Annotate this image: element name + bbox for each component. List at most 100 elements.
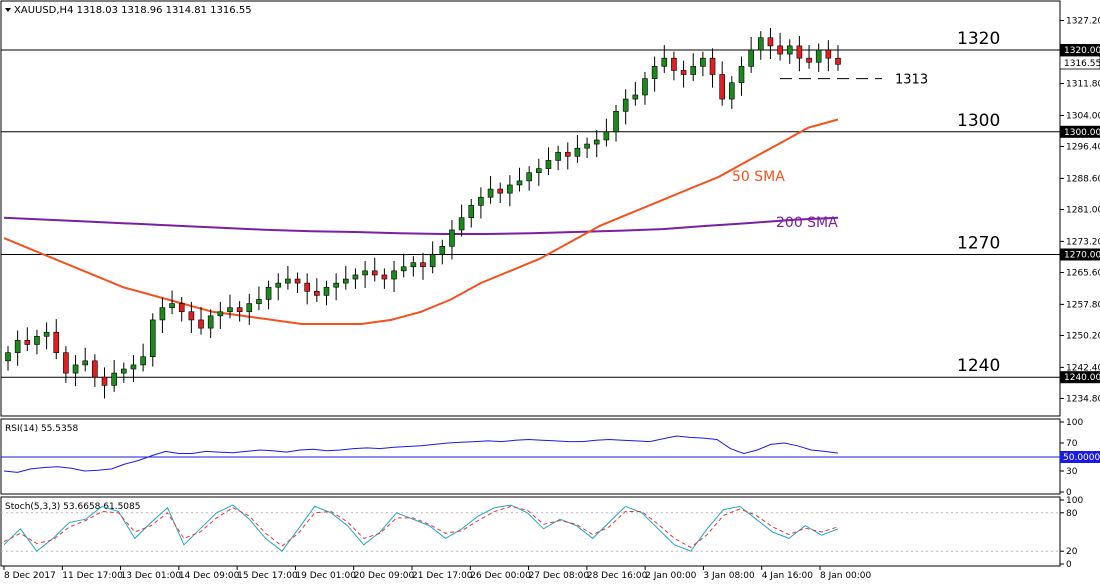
candle-body — [613, 111, 619, 133]
candle-body — [555, 151, 561, 161]
candle-body — [92, 360, 98, 378]
price-tick-label: 1327.20 — [1066, 17, 1100, 27]
price-tick-label: 1242.40 — [1066, 363, 1100, 373]
candle-body — [256, 299, 262, 304]
candle-body — [574, 147, 581, 157]
candle-body — [507, 184, 513, 194]
candle-body — [34, 335, 40, 345]
candle-body — [487, 188, 494, 198]
price-tick-label: 1234.80 — [1066, 394, 1100, 404]
rsi-tick-label: 70 — [1066, 439, 1078, 449]
price-tick-label: 1257.80 — [1066, 300, 1100, 310]
candle-body — [342, 278, 349, 284]
candle-body — [265, 286, 272, 300]
candle-body — [236, 307, 243, 313]
level-badge-bg — [1060, 371, 1100, 384]
time-tick-label: 8 Jan 00:00 — [820, 571, 872, 581]
candle-body — [314, 290, 320, 296]
candle-body — [275, 282, 282, 288]
level-label: 1240 — [957, 356, 1000, 376]
candle-body — [622, 98, 629, 112]
level-badge: 1270.00 — [1064, 250, 1100, 260]
time-tick-label: 11 Dec 17:00 — [62, 571, 123, 581]
horizontal-levels — [1, 49, 1060, 378]
time-tick-label: 4 Jan 16:00 — [762, 571, 814, 581]
level-badge: 1320.00 — [1064, 46, 1100, 56]
candle-body — [121, 368, 127, 374]
candle-body — [603, 131, 610, 141]
main-panel-frame — [0, 0, 1061, 417]
candle-body — [757, 37, 764, 51]
candle-body — [207, 315, 214, 329]
candle-body — [101, 376, 108, 386]
candle-body — [497, 188, 504, 194]
time-tick-label: 20 Dec 09:00 — [354, 571, 415, 581]
candle-body — [140, 356, 146, 366]
level-badge: 1240.00 — [1064, 373, 1100, 383]
candle-body — [391, 270, 397, 280]
candle-body — [449, 229, 455, 247]
price-tick-label: 1265.60 — [1066, 268, 1100, 278]
candle-body — [159, 307, 166, 321]
candle-body — [767, 37, 774, 47]
candle-body — [468, 205, 475, 218]
candle-body — [439, 246, 446, 255]
stoch-tick-label: 80 — [1066, 509, 1078, 519]
candle-body — [420, 262, 426, 268]
candle-body — [478, 196, 484, 206]
candle-body — [825, 49, 832, 59]
candle-body — [748, 49, 754, 67]
stoch-k-line — [3, 504, 839, 552]
candle-body — [333, 282, 339, 288]
price-tick-label: 1296.40 — [1066, 143, 1100, 153]
candle-body — [738, 66, 745, 84]
time-tick-label: 14 Dec 09:00 — [179, 571, 240, 581]
candle-body — [63, 352, 69, 374]
time-tick-label: 3 Jan 08:00 — [703, 571, 755, 581]
rsi-line — [3, 435, 839, 473]
price-axis: 1327.20 1320.00 1311.80 1304.00 1300.00 1296.… — [1060, 17, 1100, 404]
stoch-tick-label: 100 — [1066, 496, 1083, 506]
time-tick-label: 2 Jan 00:00 — [645, 571, 697, 581]
price-tick-label: 1250.20 — [1066, 331, 1100, 341]
candle-body — [815, 49, 822, 63]
time-tick-label: 15 Dec 17:00 — [237, 571, 298, 581]
candle-body — [690, 66, 697, 75]
rsi-tick-label: 0 — [1066, 488, 1072, 498]
candle-body — [82, 360, 89, 366]
stoch-axis: 100 80 20 0 — [1, 496, 1083, 570]
stoch-d-line — [3, 505, 839, 548]
candle-body — [43, 331, 50, 337]
rsi-level-badge: 50.0000 — [1063, 453, 1100, 463]
candle-body — [593, 139, 600, 145]
price-tick-label: 1273.20 — [1066, 237, 1100, 247]
candle-body — [246, 303, 253, 313]
time-tick-label: 8 Dec 2017 — [4, 571, 56, 581]
candle-body — [14, 340, 21, 353]
candle-body — [806, 57, 812, 63]
time-tick-label: 13 Dec 01:00 — [121, 571, 182, 581]
candle-body — [709, 57, 716, 75]
candle-body — [285, 278, 291, 284]
candle-body — [516, 180, 523, 186]
candle-body — [24, 340, 31, 345]
candle-body — [526, 172, 532, 182]
sma200-line — [3, 216, 839, 235]
candle-body — [371, 270, 378, 276]
candle-body — [729, 82, 735, 100]
candle-body — [458, 217, 465, 231]
candle-body — [323, 286, 330, 296]
candle-body — [381, 274, 388, 280]
candle-body — [632, 94, 639, 100]
rsi-level-badge-bg — [1060, 451, 1100, 463]
time-tick-label: 21 Dec 17:00 — [412, 571, 473, 581]
time-tick-label: 28 Dec 16:00 — [587, 571, 648, 581]
candle-body — [642, 78, 648, 96]
symbol-dropdown-icon[interactable] — [5, 8, 11, 12]
candle-body — [198, 319, 204, 329]
sma200-label: 200 SMA — [776, 215, 838, 231]
candle-body — [796, 45, 803, 59]
